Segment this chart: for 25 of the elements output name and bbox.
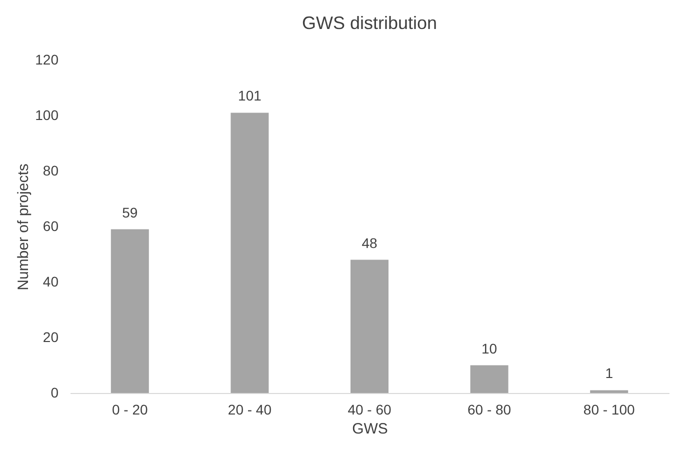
bar — [590, 390, 628, 393]
data-label: 101 — [238, 88, 262, 104]
y-axis-title: Number of projects — [15, 164, 32, 290]
x-tick-label: 40 - 60 — [348, 402, 392, 418]
data-label: 1 — [605, 365, 614, 382]
x-tick-label: 60 - 80 — [468, 402, 512, 418]
y-tick-label: 80 — [42, 162, 59, 178]
x-axis-title: GWS — [352, 420, 388, 438]
data-label: 59 — [122, 204, 138, 220]
y-tick-label: 0 — [50, 384, 59, 400]
x-tick-label: 20 - 40 — [228, 402, 272, 418]
bar — [110, 229, 149, 393]
bar — [350, 260, 388, 393]
data-label: 10 — [482, 340, 498, 356]
x-tick-label: 80 - 100 — [583, 402, 635, 418]
y-tick-label: 40 — [42, 274, 59, 290]
bar — [470, 365, 508, 393]
chart-title: GWS distribution — [302, 13, 438, 33]
y-tick-label: 100 — [35, 107, 59, 123]
y-tick-label: 120 — [35, 52, 59, 68]
y-tick-label: 60 — [42, 218, 59, 234]
y-tick-label: 20 — [42, 329, 59, 345]
data-label: 48 — [362, 234, 378, 251]
bar — [230, 112, 269, 393]
x-tick-label: 0 - 20 — [112, 402, 148, 418]
